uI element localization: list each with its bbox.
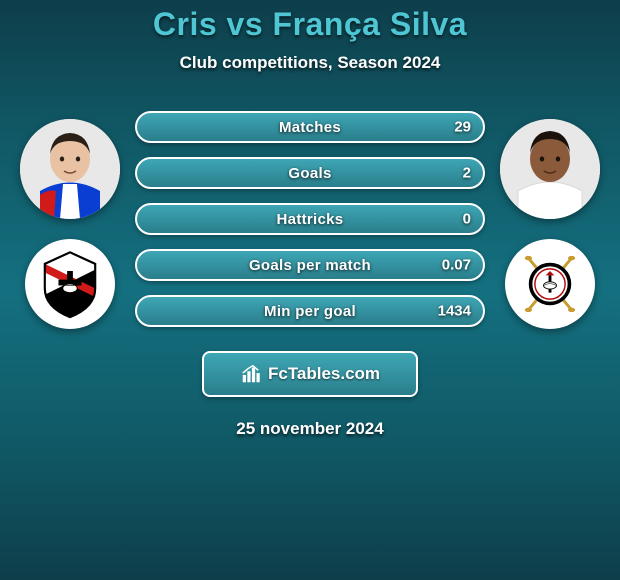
stat-row-min-per-goal: Min per goal 1434 [135, 295, 485, 327]
brand-box: FcTables.com [202, 351, 418, 397]
stat-label: Min per goal [264, 303, 356, 320]
club-right-crest-icon [514, 248, 586, 320]
page-title: Cris vs França Silva [0, 6, 620, 43]
stat-label: Goals per match [249, 257, 371, 274]
stat-label: Hattricks [277, 211, 344, 228]
date-line: 25 november 2024 [0, 419, 620, 439]
stat-row-goals-per-match: Goals per match 0.07 [135, 249, 485, 281]
stat-row-goals: Goals 2 [135, 157, 485, 189]
stat-right-value: 0.07 [442, 257, 471, 274]
comparison-row: Matches 29 Goals 2 Hattricks 0 Goals per… [0, 111, 620, 329]
club-left-crest-icon [34, 248, 106, 320]
brand-text: FcTables.com [268, 364, 380, 384]
stat-row-hattricks: Hattricks 0 [135, 203, 485, 235]
stat-right-value: 1434 [438, 303, 471, 320]
stat-right-value: 29 [454, 119, 471, 136]
bar-chart-icon [240, 363, 262, 385]
player-left-portrait [20, 119, 120, 219]
stat-right-value: 0 [463, 211, 471, 228]
right-player-column [495, 111, 605, 329]
player-left-avatar-icon [20, 119, 120, 219]
player-right-avatar-icon [500, 119, 600, 219]
club-right-crest [505, 239, 595, 329]
stat-right-value: 2 [463, 165, 471, 182]
stats-column: Matches 29 Goals 2 Hattricks 0 Goals per… [135, 111, 485, 327]
club-left-crest [25, 239, 115, 329]
stat-row-matches: Matches 29 [135, 111, 485, 143]
infographic-root: Cris vs França Silva Club competitions, … [0, 0, 620, 439]
subtitle: Club competitions, Season 2024 [0, 53, 620, 73]
player-right-portrait [500, 119, 600, 219]
stat-label: Goals [288, 165, 331, 182]
left-player-column [15, 111, 125, 329]
stat-label: Matches [279, 119, 341, 136]
